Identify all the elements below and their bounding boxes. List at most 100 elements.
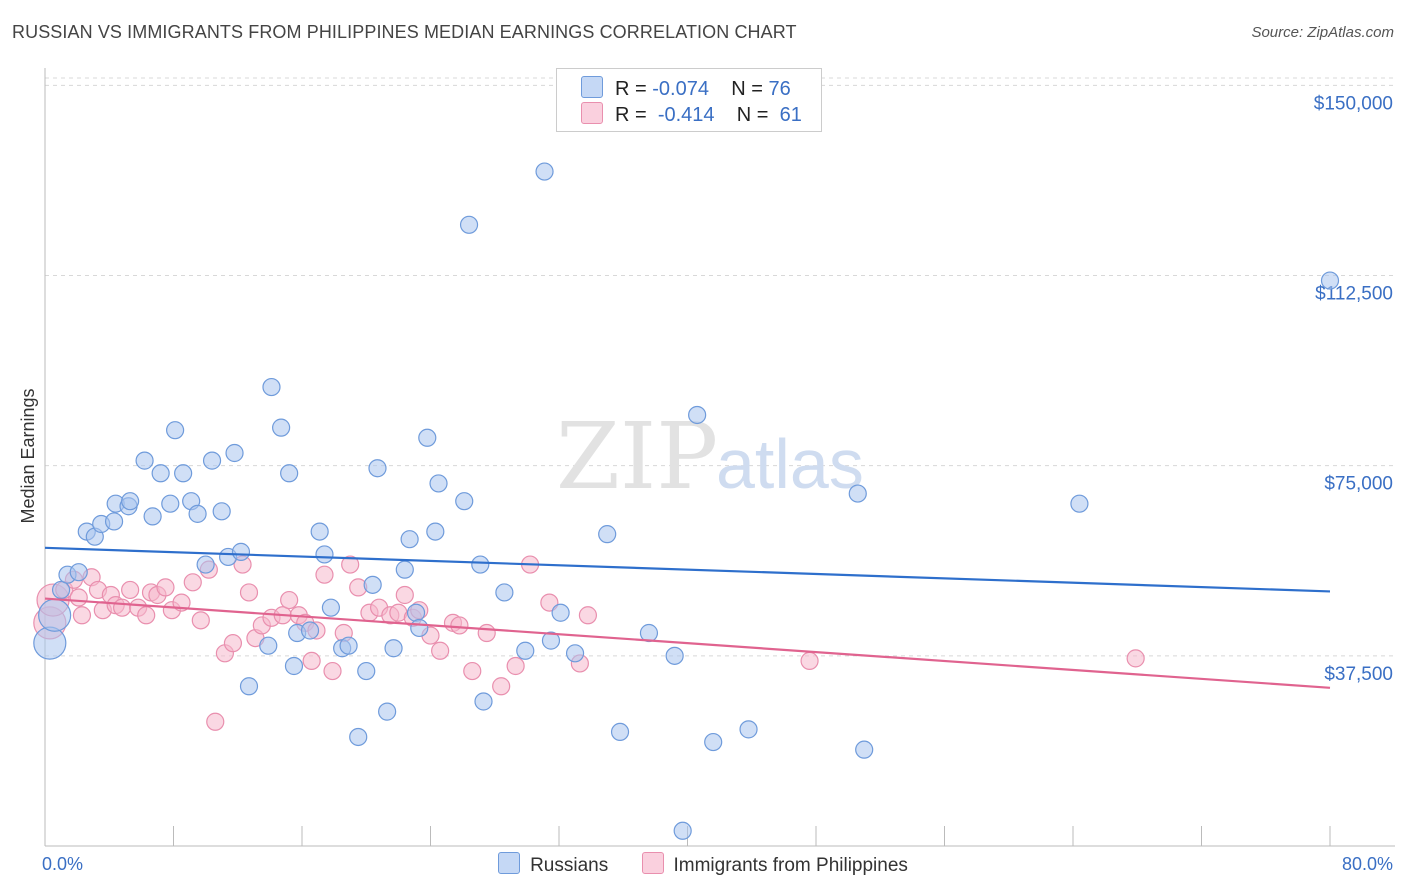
legend-n-label: N = <box>731 78 763 100</box>
russians-point <box>400 530 419 549</box>
russians-point <box>1070 494 1089 513</box>
russians-point <box>280 464 299 483</box>
russians-point <box>665 646 684 665</box>
legend-n-philippines: 61 <box>779 104 802 126</box>
y-tick-label: $75,000 <box>1324 474 1393 495</box>
russians-point <box>384 639 403 658</box>
russians-point <box>368 459 387 478</box>
philippines-point <box>540 593 559 612</box>
russians-point <box>225 443 244 463</box>
russians-point <box>516 641 535 660</box>
russians-point <box>848 484 867 503</box>
russians-point <box>551 603 570 622</box>
x-tick-label-min: 0.0% <box>42 854 83 874</box>
russians-point <box>378 702 397 721</box>
y-tick-label: $150,000 <box>1314 93 1393 114</box>
russians-point <box>38 598 72 632</box>
legend-n-label: N = <box>736 104 769 126</box>
philippines-point <box>506 656 525 676</box>
philippines-legend-swatch <box>641 852 664 874</box>
legend-philippines-label: Immigrants from Philippines <box>673 855 908 876</box>
russians-point <box>196 555 215 574</box>
russians-point <box>688 405 707 425</box>
russians-point <box>406 603 426 622</box>
philippines-point <box>223 634 243 653</box>
russians-point <box>459 215 479 234</box>
russians-point <box>610 722 630 742</box>
russians-point <box>239 677 259 696</box>
russians-point <box>231 542 251 561</box>
russians-point <box>349 727 368 747</box>
russians-point <box>471 555 490 574</box>
russians-point <box>135 451 154 470</box>
russians-point <box>212 502 231 521</box>
philippines-point <box>578 606 598 625</box>
legend-row-russians: R = -0.074 N = 76 <box>581 76 791 100</box>
source-label: Source: ZipAtlas.com <box>1251 24 1394 41</box>
russians-point <box>143 507 162 526</box>
russians-legend-swatch <box>498 852 521 874</box>
russians-point <box>363 575 382 594</box>
russians-point <box>321 598 341 617</box>
russians-point <box>410 618 429 638</box>
correlation-legend: R = -0.074 N = 76 R = -0.414 N = 61 <box>556 68 822 132</box>
philippines-point <box>323 661 342 681</box>
russians-point <box>418 428 437 447</box>
series-legend: Russians Immigrants from Philippines <box>0 852 1406 877</box>
russians-point <box>161 494 180 513</box>
russians-point <box>121 492 140 511</box>
russians-point <box>300 621 320 640</box>
y-tick-label: $112,500 <box>1315 284 1393 305</box>
russians-point <box>272 418 291 437</box>
russians-point <box>339 636 358 655</box>
russians-point <box>429 474 448 493</box>
philippines-point <box>69 588 88 607</box>
russians-point <box>151 464 170 483</box>
russians-point <box>174 464 193 483</box>
russians-point <box>565 644 585 663</box>
y-axis-title: Median Earnings <box>18 388 38 523</box>
philippines-point <box>800 651 819 671</box>
russians-trend-line <box>44 546 1331 593</box>
philippines-point <box>315 565 334 584</box>
philippines-point <box>121 580 140 600</box>
philippines-point <box>1126 649 1145 668</box>
russians-point <box>598 525 617 544</box>
russians-point <box>284 656 304 676</box>
watermark-atlas: atlas <box>716 425 864 503</box>
chart-title: RUSSIAN VS IMMIGRANTS FROM PHILIPPINES M… <box>12 22 797 42</box>
x-tick-label-max: 80.0% <box>1342 854 1393 874</box>
russians-point <box>1320 271 1340 290</box>
philippines-point <box>302 651 321 671</box>
philippines-point <box>206 712 225 731</box>
philippines-trend-line <box>44 597 1331 689</box>
philippines-point <box>280 590 299 610</box>
legend-r-label: R = <box>615 78 647 100</box>
russians-point <box>259 636 278 655</box>
russians-point <box>188 504 207 523</box>
legend-r-label: R = <box>615 104 647 126</box>
russians-swatch <box>581 76 603 98</box>
russians-point <box>51 580 71 600</box>
russians-point <box>474 692 493 711</box>
philippines-point <box>183 573 202 592</box>
philippines-point <box>450 616 469 635</box>
philippines-point <box>156 578 175 597</box>
legend-r-philippines: -0.414 <box>657 104 715 126</box>
russians-point <box>166 421 185 440</box>
legend-n-russians: 76 <box>768 78 791 100</box>
philippines-point <box>112 598 132 617</box>
legend-row-philippines: R = -0.414 N = 61 <box>581 102 802 126</box>
russians-point <box>495 583 514 602</box>
legend-item-philippines: Immigrants from Philippines <box>641 852 908 877</box>
series-philippines-points <box>33 555 1145 731</box>
russians-point <box>426 522 445 541</box>
russians-point <box>704 732 723 752</box>
tick-labels: $37,500 $75,000 $112,500 $150,000 0.0% 80.0% <box>42 93 1393 874</box>
russians-point <box>310 522 329 541</box>
russians-point <box>541 631 561 650</box>
legend-item-russians: Russians <box>498 852 608 877</box>
trend-lines <box>44 546 1331 689</box>
russians-point <box>673 821 692 840</box>
philippines-point <box>431 641 450 660</box>
